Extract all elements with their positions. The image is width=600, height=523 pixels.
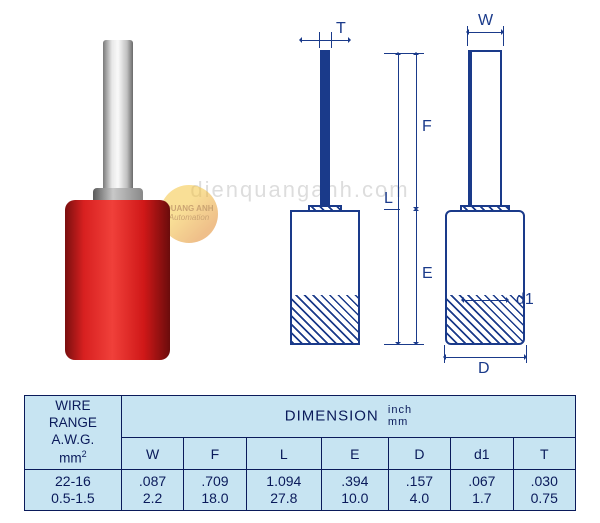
dim-line-L (398, 53, 399, 344)
dim-ext-D2 (526, 345, 527, 363)
dim-line-W (467, 32, 503, 33)
wire-l2: RANGE (49, 415, 97, 430)
wire-l4: mm (59, 450, 82, 465)
cell-T: .030 0.75 (513, 470, 575, 511)
logo-line2: Automation (169, 214, 209, 223)
val-T-in: .030 (531, 473, 558, 489)
unit-mm: mm (388, 416, 408, 428)
schematic-front-hatch (292, 295, 358, 343)
diagram-area: dienquanganh.com QUANG ANH Automation T … (0, 0, 600, 380)
dim-ext-T1 (319, 32, 320, 48)
val-F-in: .709 (201, 473, 228, 489)
dim-line-F (416, 53, 417, 209)
schematic-side-hatch (447, 295, 523, 343)
dim-label-d1: d1 (516, 291, 534, 309)
val-T-mm: 0.75 (531, 490, 558, 506)
dim-label-E: E (422, 265, 433, 283)
terminal-photo-body (65, 200, 170, 360)
val-d1-mm: 1.7 (472, 490, 491, 506)
val-L-mm: 27.8 (270, 490, 297, 506)
dim-line-T (300, 40, 350, 41)
cell-D: .157 4.0 (388, 470, 450, 511)
dim-header-text: DIMENSION (285, 408, 379, 425)
dim-ext-W2 (503, 26, 504, 46)
wire-mm: 0.5-1.5 (51, 490, 95, 506)
dim-label-W: W (478, 12, 493, 30)
dim-units: inch mm (388, 405, 412, 428)
wire-l3: A.W.G. (52, 432, 95, 447)
terminal-photo (65, 40, 170, 360)
schematic-front-pin (320, 50, 330, 215)
val-L-in: 1.094 (266, 473, 301, 489)
col-T: T (513, 438, 575, 470)
wire-sup: 2 (82, 449, 87, 459)
val-E-in: .394 (341, 473, 368, 489)
val-D-mm: 4.0 (410, 490, 429, 506)
cell-wire: 22-16 0.5-1.5 (25, 470, 122, 511)
dim-line-d1 (462, 300, 508, 301)
wire-awg: 22-16 (55, 473, 91, 489)
cell-d1: .067 1.7 (451, 470, 513, 511)
table-data-row: 22-16 0.5-1.5 .087 2.2 .709 18.0 1.094 2… (25, 470, 576, 511)
wire-l1: WIRE (55, 398, 90, 413)
terminal-photo-pin (103, 40, 133, 210)
cell-F: .709 18.0 (184, 470, 246, 511)
col-E: E (321, 438, 388, 470)
val-W-in: .087 (139, 473, 166, 489)
col-d1: d1 (451, 438, 513, 470)
cell-L: 1.094 27.8 (246, 470, 321, 511)
unit-inch: inch (388, 404, 412, 416)
cell-W: .087 2.2 (121, 470, 183, 511)
dim-label-F: F (422, 118, 432, 136)
dim-label-L: L (384, 190, 393, 208)
schematic-side-pin (468, 50, 502, 215)
header-dimension: DIMENSION inch mm (121, 396, 575, 438)
dim-ext-T2 (331, 32, 332, 48)
dim-ext-D1 (444, 345, 445, 363)
table-header-row1: WIRE RANGE A.W.G. mm2 DIMENSION inch mm (25, 396, 576, 438)
val-W-mm: 2.2 (143, 490, 162, 506)
dim-label-T: T (336, 20, 346, 38)
header-wire: WIRE RANGE A.W.G. mm2 (25, 396, 122, 470)
dim-ext-W1 (467, 26, 468, 46)
watermark-text: dienquanganh.com (190, 177, 409, 203)
col-D: D (388, 438, 450, 470)
val-d1-in: .067 (468, 473, 495, 489)
dim-line-E (416, 209, 417, 344)
col-L: L (246, 438, 321, 470)
val-E-mm: 10.0 (341, 490, 368, 506)
cell-E: .394 10.0 (321, 470, 388, 511)
col-W: W (121, 438, 183, 470)
dim-label-D: D (478, 360, 490, 378)
dim-line-D (444, 357, 526, 358)
val-F-mm: 18.0 (201, 490, 228, 506)
spec-table: WIRE RANGE A.W.G. mm2 DIMENSION inch mm … (24, 395, 576, 511)
val-D-in: .157 (406, 473, 433, 489)
col-F: F (184, 438, 246, 470)
